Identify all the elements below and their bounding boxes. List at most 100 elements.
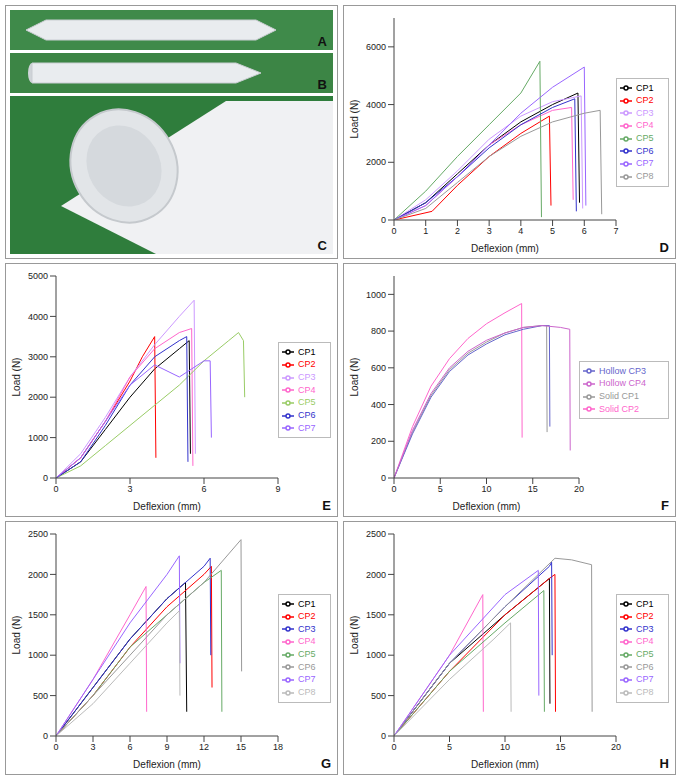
svg-text:3: 3: [487, 226, 492, 236]
svg-text:9: 9: [275, 484, 280, 494]
html-text:CP4: CP4: [636, 636, 654, 647]
html-text:CP1: CP1: [636, 82, 654, 93]
html-text:CP3: CP3: [298, 372, 316, 383]
svg-text:Load (N): Load (N): [349, 616, 360, 655]
svg-text:B: B: [318, 77, 327, 92]
html-text:CP4: CP4: [298, 636, 316, 647]
html-text:CP8: CP8: [636, 170, 654, 181]
svg-text:2000: 2000: [28, 392, 48, 402]
svg-text:5: 5: [438, 484, 443, 494]
svg-text:0: 0: [43, 731, 48, 741]
html-text:CP4: CP4: [298, 384, 316, 395]
svg-text:6: 6: [582, 226, 587, 236]
svg-text:0: 0: [381, 473, 386, 483]
svg-text:400: 400: [371, 400, 386, 410]
html-text:CP1: CP1: [298, 598, 316, 609]
svg-text:2500: 2500: [366, 529, 386, 539]
html-text:CP1: CP1: [636, 598, 654, 609]
html-text:CP8: CP8: [298, 686, 316, 697]
svg-text:200: 200: [371, 436, 386, 446]
html-text:Hollow CP3: Hollow CP3: [599, 365, 646, 376]
svg-text:9: 9: [164, 742, 169, 752]
html-text:CP6: CP6: [636, 145, 654, 156]
svg-text:Load (N): Load (N): [349, 100, 360, 139]
svg-text:0: 0: [53, 484, 58, 494]
svg-text:1000: 1000: [366, 650, 386, 660]
svg-text:10: 10: [481, 484, 491, 494]
svg-text:C: C: [318, 238, 328, 253]
html-text:CP6: CP6: [636, 661, 654, 672]
svg-text:0: 0: [381, 215, 386, 225]
html-text:G: G: [320, 756, 331, 771]
svg-text:4000: 4000: [366, 100, 386, 110]
svg-text:800: 800: [371, 326, 386, 336]
svg-text:15: 15: [555, 742, 565, 752]
svg-text:Load (N): Load (N): [11, 616, 22, 655]
svg-text:1500: 1500: [366, 610, 386, 620]
svg-text:18: 18: [273, 742, 283, 752]
html-text:CP2: CP2: [636, 611, 654, 622]
svg-text:Deflexion (mm): Deflexion (mm): [133, 759, 201, 770]
svg-text:Deflexion (mm): Deflexion (mm): [471, 243, 539, 254]
html-text:Hollow CP4: Hollow CP4: [599, 378, 646, 389]
html-text:CP5: CP5: [298, 397, 316, 408]
svg-text:0: 0: [53, 742, 58, 752]
svg-text:0: 0: [381, 731, 386, 741]
svg-text:5: 5: [550, 226, 555, 236]
svg-text:4: 4: [518, 226, 523, 236]
html-text:CP7: CP7: [636, 158, 654, 169]
svg-text:12: 12: [199, 742, 209, 752]
svg-text:6: 6: [127, 742, 132, 752]
svg-text:Load (N): Load (N): [11, 358, 22, 397]
html-text:CP2: CP2: [298, 611, 316, 622]
html-text:CP2: CP2: [636, 95, 654, 106]
svg-text:20: 20: [611, 742, 621, 752]
svg-text:0: 0: [391, 742, 396, 752]
svg-text:15: 15: [528, 484, 538, 494]
svg-text:4000: 4000: [28, 312, 48, 322]
svg-text:10: 10: [500, 742, 510, 752]
svg-text:600: 600: [371, 363, 386, 373]
html-text:CP3: CP3: [636, 107, 654, 118]
svg-text:1000: 1000: [28, 433, 48, 443]
svg-text:1000: 1000: [28, 650, 48, 660]
html-text:CP3: CP3: [636, 623, 654, 634]
svg-text:3: 3: [127, 484, 132, 494]
svg-text:A: A: [318, 34, 328, 49]
svg-text:Deflexion (mm): Deflexion (mm): [133, 501, 201, 512]
svg-text:Deflexion (mm): Deflexion (mm): [453, 501, 521, 512]
html-text:Solid CP2: Solid CP2: [599, 403, 639, 414]
svg-text:0: 0: [43, 473, 48, 483]
svg-text:2000: 2000: [28, 570, 48, 580]
html-text:CP3: CP3: [298, 623, 316, 634]
svg-text:500: 500: [371, 691, 386, 701]
svg-text:2000: 2000: [366, 157, 386, 167]
svg-text:5: 5: [447, 742, 452, 752]
svg-text:20: 20: [574, 484, 584, 494]
svg-text:5000: 5000: [28, 271, 48, 281]
html-text:CP6: CP6: [298, 409, 316, 420]
svg-text:1: 1: [423, 226, 428, 236]
svg-text:Load (N): Load (N): [349, 358, 360, 397]
svg-text:15: 15: [236, 742, 246, 752]
svg-text:500: 500: [33, 691, 48, 701]
svg-text:3000: 3000: [28, 352, 48, 362]
html-text:CP2: CP2: [298, 359, 316, 370]
svg-text:0: 0: [391, 226, 396, 236]
html-text:CP7: CP7: [298, 422, 316, 433]
html-text:CP7: CP7: [298, 674, 316, 685]
svg-text:2500: 2500: [28, 529, 48, 539]
html-text:CP6: CP6: [298, 661, 316, 672]
html-text:CP4: CP4: [636, 120, 654, 131]
svg-text:6: 6: [201, 484, 206, 494]
html-text:CP1: CP1: [298, 346, 316, 357]
svg-text:6000: 6000: [366, 42, 386, 52]
svg-text:7: 7: [613, 226, 618, 236]
svg-text:0: 0: [391, 484, 396, 494]
svg-text:3: 3: [90, 742, 95, 752]
svg-text:2: 2: [455, 226, 460, 236]
svg-text:Deflexion (mm): Deflexion (mm): [471, 759, 539, 770]
svg-text:1500: 1500: [28, 610, 48, 620]
svg-text:1000: 1000: [366, 290, 386, 300]
svg-text:2000: 2000: [366, 570, 386, 580]
